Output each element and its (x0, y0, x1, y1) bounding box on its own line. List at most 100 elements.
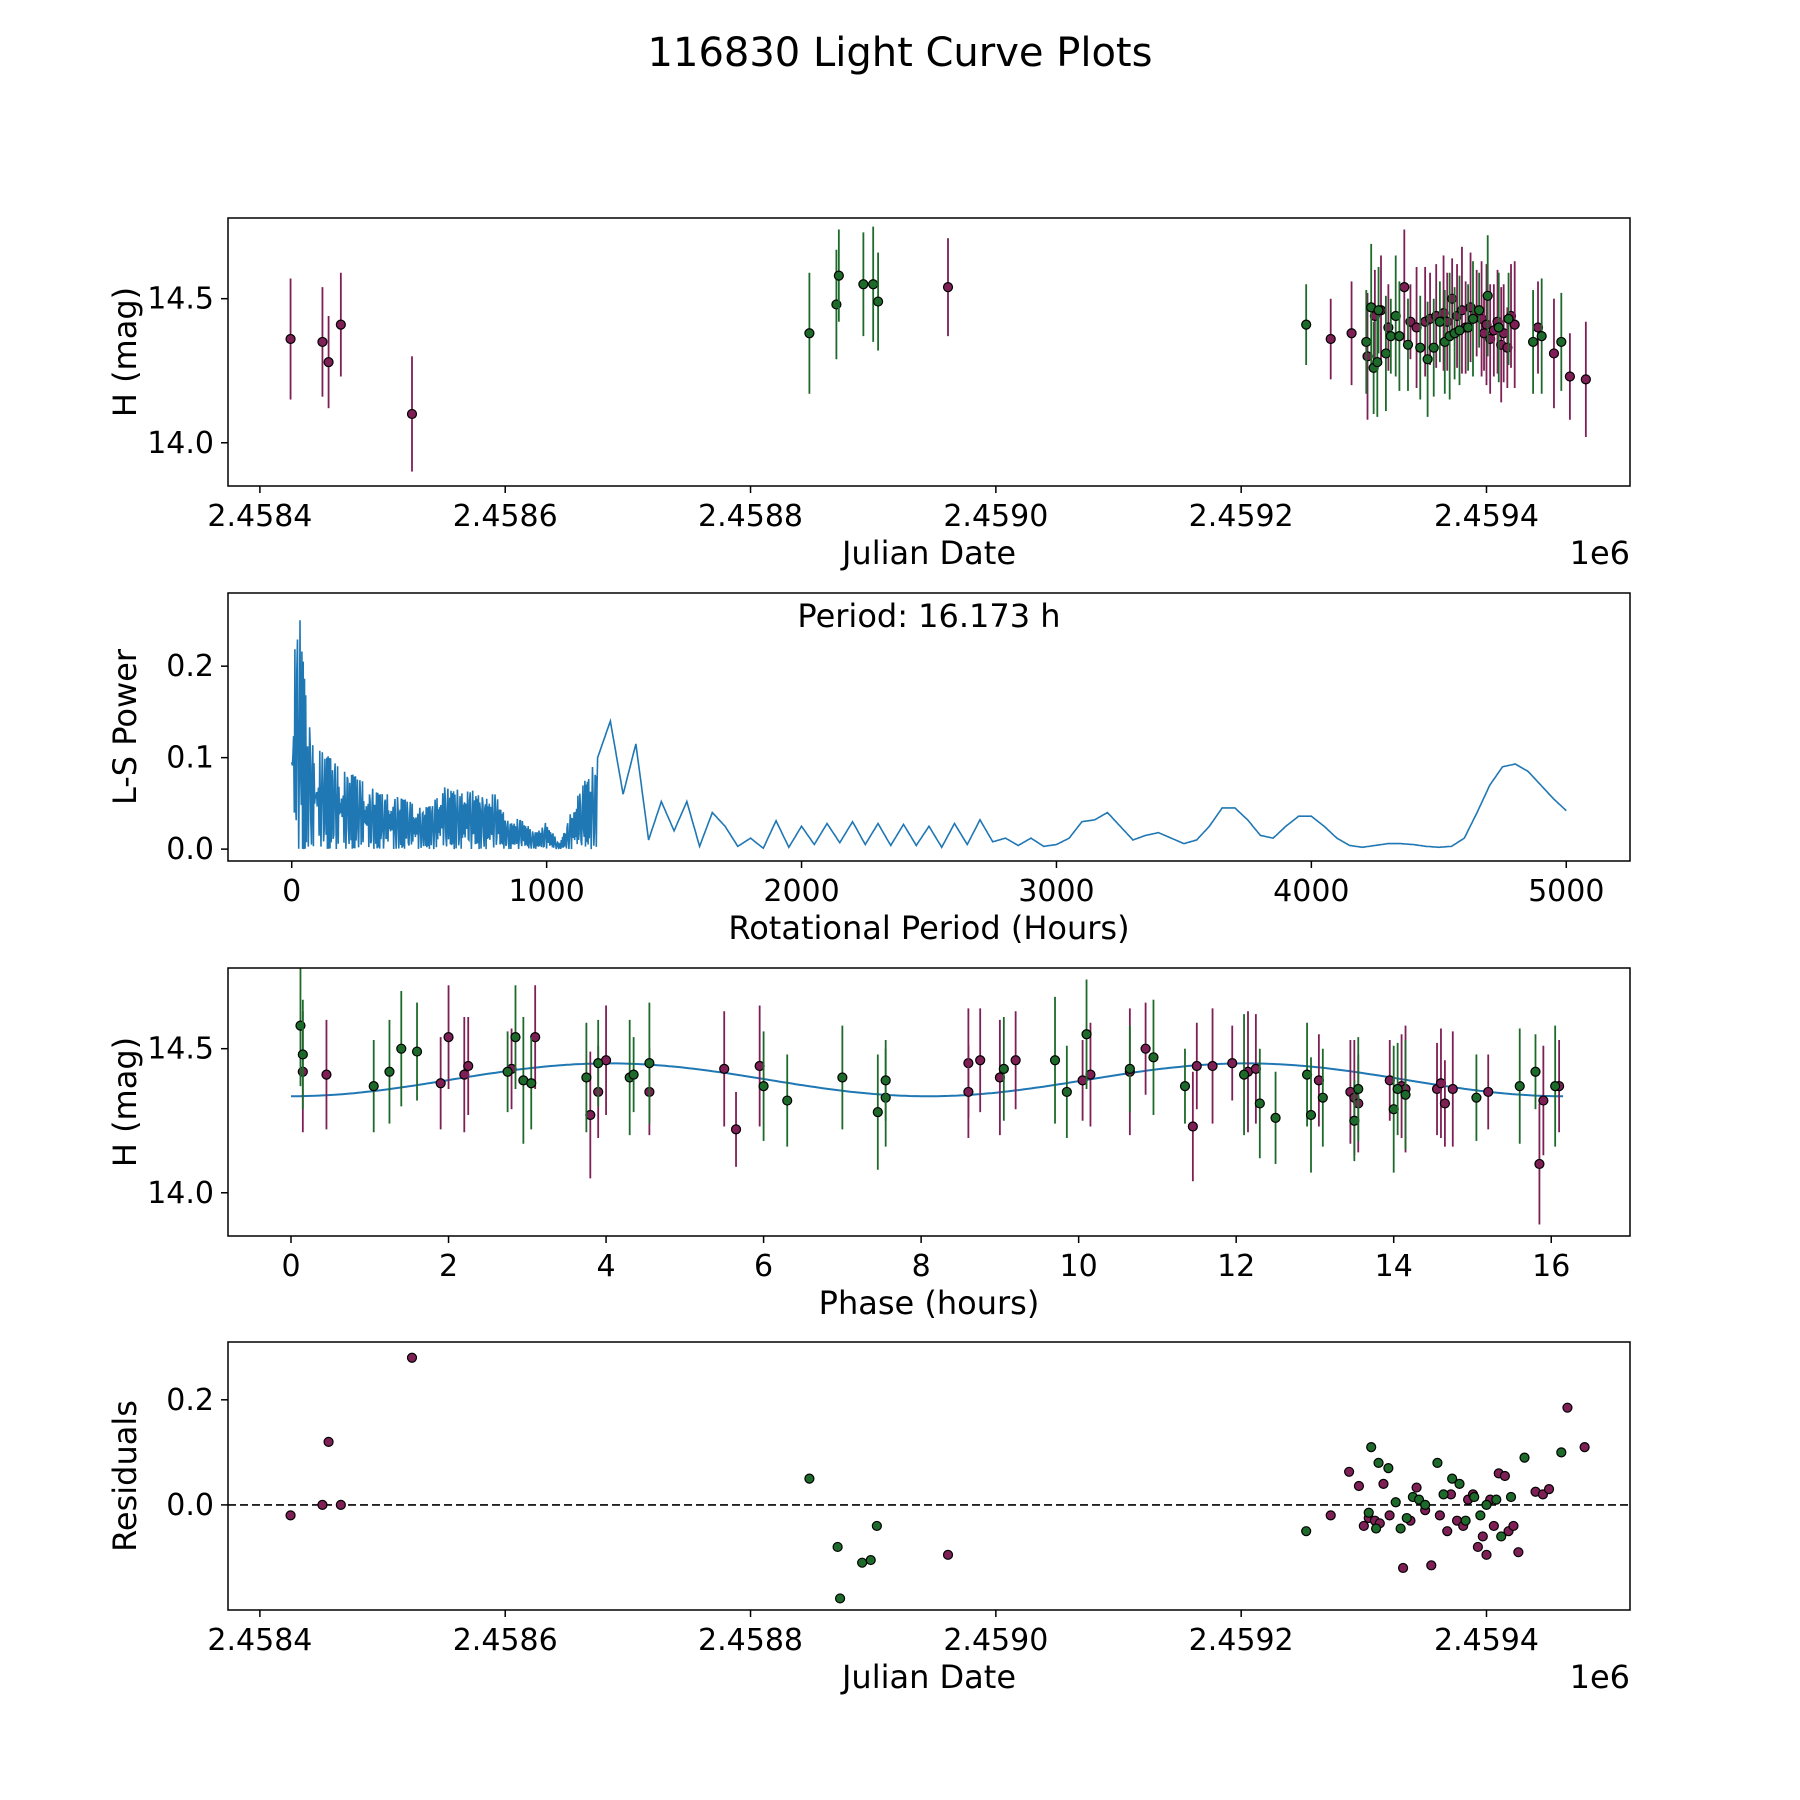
data-point (1254, 1098, 1265, 1109)
data-point (872, 1106, 883, 1118)
data-point (1361, 336, 1372, 348)
data-point (1317, 1092, 1328, 1103)
data-point (1380, 348, 1392, 359)
data-point (1434, 1510, 1445, 1521)
series-g (804, 226, 1567, 417)
data-point (406, 408, 418, 420)
y-axis-label: Residuals (106, 1400, 144, 1552)
data-point (1447, 1473, 1458, 1484)
data-point (1301, 319, 1312, 330)
y-tick-label: 14.0 (147, 1176, 214, 1211)
data-point (317, 336, 328, 348)
data-point (1399, 282, 1410, 293)
data-point (335, 319, 346, 330)
data-point (1543, 1484, 1555, 1495)
data-point (1401, 1512, 1412, 1524)
x-axis-label: Rotational Period (Hours) (728, 909, 1129, 947)
data-point (1191, 1060, 1202, 1072)
y-tick-label: 14.0 (147, 426, 214, 461)
data-point (942, 282, 954, 293)
data-point (1270, 1112, 1281, 1123)
data-point (833, 270, 844, 281)
data-point (719, 1063, 730, 1074)
x-tick-label: 6 (754, 1249, 773, 1284)
data-point (1471, 1092, 1482, 1103)
x-tick-label: 2000 (763, 874, 839, 909)
data-point (297, 1049, 308, 1060)
series-g (295, 968, 1561, 1173)
data-point (1505, 1491, 1517, 1503)
data-point (871, 1520, 882, 1532)
x-tick-label: 10 (1060, 1249, 1098, 1284)
data-point (1530, 1066, 1541, 1077)
data-point (1305, 1109, 1317, 1121)
data-point (581, 1072, 592, 1083)
data-point (1325, 333, 1336, 345)
y-tick-label: 0.0 (166, 1488, 214, 1523)
data-point (1556, 336, 1567, 348)
x-tick-label: 2.4590 (943, 499, 1048, 534)
panel-light-curve: 2.4584 2.4586 2.4588 2.4590 2.4592 2.4594 14.0… (106, 217, 1631, 572)
plot-area (228, 1352, 1630, 1604)
data-point (1227, 1057, 1238, 1069)
data-point (285, 333, 296, 345)
data-point (1442, 1526, 1453, 1537)
data-point (593, 1057, 604, 1069)
x-tick-label: 16 (1532, 1249, 1570, 1284)
data-point (1148, 1052, 1159, 1063)
data-point (837, 1072, 848, 1083)
data-point (1400, 1089, 1411, 1100)
data-point (1420, 1499, 1431, 1511)
y-tick-label: 14.5 (147, 282, 214, 317)
y-tick-label: 0.2 (166, 649, 214, 684)
data-point (628, 1069, 639, 1080)
data-point (865, 1554, 876, 1566)
data-point (1378, 1478, 1389, 1489)
figure-title: 116830 Light Curve Plots (648, 30, 1153, 76)
data-point (1395, 1523, 1406, 1534)
data-point (872, 296, 884, 307)
axes-frame (227, 1341, 1631, 1611)
data-point (1538, 1095, 1549, 1106)
data-point (1428, 342, 1439, 353)
data-point (1496, 1531, 1507, 1542)
data-point (1514, 1081, 1525, 1092)
plot-area (285, 226, 1591, 472)
y-tick-label: 0.2 (166, 1383, 214, 1418)
y-tick-label: 0.1 (166, 741, 214, 776)
data-point (975, 1055, 986, 1066)
series-g (804, 1441, 1567, 1604)
data-point (1325, 1510, 1336, 1521)
x-tick-label: 0 (282, 874, 301, 909)
data-point (1509, 319, 1520, 330)
data-point (1513, 1547, 1524, 1558)
data-point (1469, 1491, 1480, 1503)
data-point (1392, 1083, 1403, 1095)
data-point (1580, 374, 1591, 385)
x-tick-label: 2.4592 (1189, 1623, 1294, 1658)
x-tick-label: 2.4590 (943, 1623, 1048, 1658)
data-point (1477, 1531, 1488, 1542)
x-tick-label: 14 (1375, 1249, 1413, 1284)
data-point (758, 1081, 769, 1092)
data-point (1390, 1497, 1401, 1508)
axes-frame (227, 967, 1631, 1237)
x-tick-label: 2 (439, 1249, 458, 1284)
data-point (1548, 348, 1560, 359)
data-point (1366, 1441, 1377, 1453)
data-point (1344, 1466, 1355, 1477)
data-point (1483, 1086, 1494, 1098)
data-point (1049, 1055, 1061, 1066)
data-point (1207, 1060, 1218, 1072)
data-point (942, 1549, 954, 1560)
data-point (1482, 290, 1493, 301)
x-tick-label: 1000 (508, 874, 584, 909)
plot-area (290, 620, 1567, 850)
data-point (1394, 331, 1405, 342)
y-tick-label: 0.0 (166, 832, 214, 867)
data-point (1385, 331, 1396, 342)
data-point (1481, 1499, 1492, 1511)
y-axis-label: H (mag) (106, 1037, 144, 1167)
data-point (1415, 342, 1426, 353)
